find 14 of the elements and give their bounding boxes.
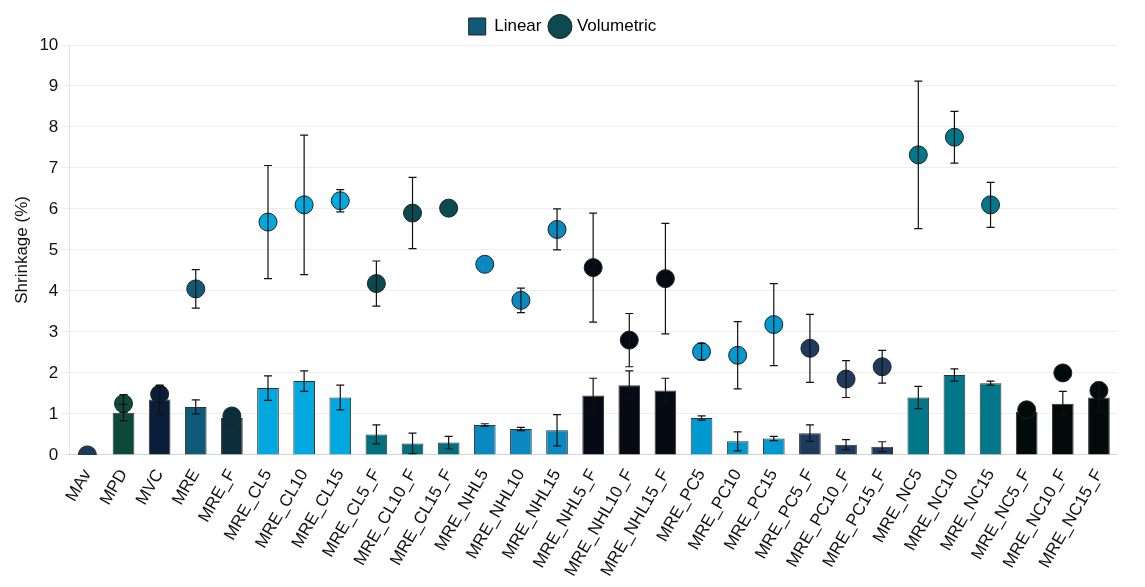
y-tick-label: 3 — [48, 321, 59, 341]
y-axis-title: Shrinkage (%) — [11, 196, 31, 304]
y-tick-label: 9 — [48, 75, 59, 95]
y-tick-label: 1 — [48, 403, 59, 423]
y-tick-label: 5 — [48, 239, 59, 259]
legend-label: Linear — [494, 16, 542, 36]
y-tick-label: 6 — [48, 198, 59, 218]
legend-label: Volumetric — [576, 16, 657, 36]
y-tick-label: 4 — [48, 280, 59, 300]
y-tick-label: 8 — [48, 116, 59, 136]
y-tick-label: 10 — [39, 34, 59, 54]
y-tick-label: 0 — [48, 444, 59, 464]
y-tick-label: 7 — [48, 157, 59, 177]
y-tick-label: 2 — [48, 362, 59, 382]
